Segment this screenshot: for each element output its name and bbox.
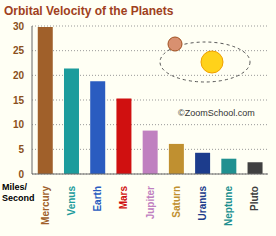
- svg-text:Jupiter: Jupiter: [145, 186, 156, 219]
- svg-text:Uranus: Uranus: [197, 186, 208, 221]
- svg-text:5: 5: [18, 144, 24, 155]
- svg-text:25: 25: [13, 45, 25, 56]
- svg-text:Mercury: Mercury: [40, 186, 51, 225]
- html-text:Orbital Velocity of the Planet: Orbital Velocity of the Planets: [4, 4, 174, 18]
- svg-text:15: 15: [13, 95, 25, 106]
- svg-text:Earth: Earth: [92, 186, 103, 212]
- svg-text:20: 20: [13, 70, 25, 81]
- html-text:©ZoomSchool.com: ©ZoomSchool.com: [178, 108, 255, 118]
- svg-text:30: 30: [13, 21, 25, 32]
- svg-text:Venus: Venus: [66, 186, 77, 216]
- svg-text:Pluto: Pluto: [249, 186, 260, 211]
- html-text:Miles/: Miles/: [2, 182, 27, 192]
- svg-text:0: 0: [18, 169, 24, 180]
- svg-text:Neptune: Neptune: [223, 186, 234, 226]
- svg-text:10: 10: [13, 119, 25, 130]
- svg-text:Saturn: Saturn: [171, 186, 182, 218]
- html-text:Second: Second: [2, 193, 35, 203]
- svg-text:Mars: Mars: [118, 186, 129, 210]
